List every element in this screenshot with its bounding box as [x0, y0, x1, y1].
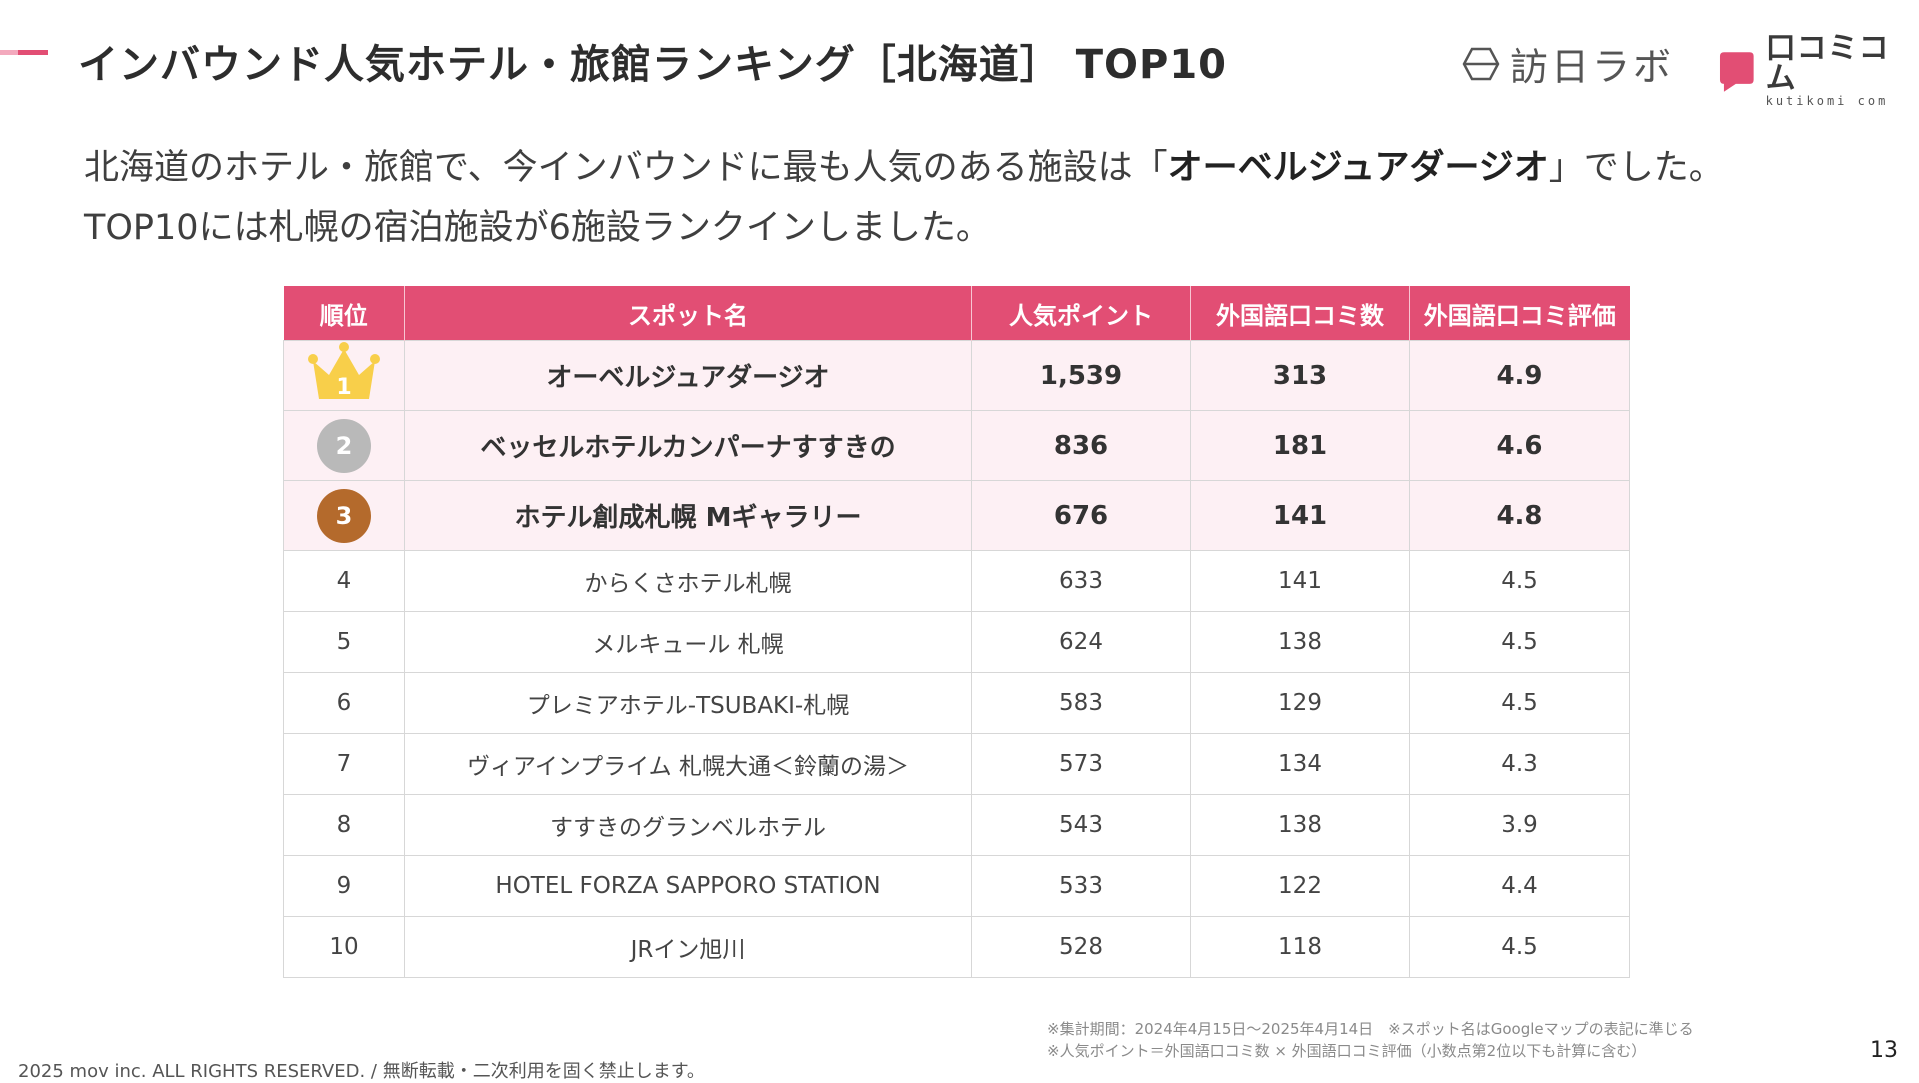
- points-cell: 533: [971, 855, 1191, 917]
- points-cell: 624: [971, 611, 1191, 673]
- table-row: 10 JRイン旭川 528 118 4.5: [283, 916, 1630, 978]
- table-row: 7 ヴィアインプライム 札幌大通＜鈴蘭の湯＞ 573 134 4.3: [283, 733, 1630, 795]
- kutikomi-logo-name: 口コミコム: [1765, 31, 1890, 96]
- page-number: 13: [1870, 1038, 1898, 1063]
- houninchi-logo-text: 訪日ラボ: [1510, 45, 1675, 89]
- rank-cell: 4: [283, 550, 405, 612]
- footnote-formula: ※人気ポイント＝外国語口コミ数 × 外国語口コミ評価（小数点第2位以下も計算に含…: [1047, 1042, 1647, 1060]
- intro-highlight-hotel: オーベルジュアダージオ: [1167, 148, 1549, 188]
- spot-name-cell: プレミアホテル-TSUBAKI-札幌: [404, 672, 972, 734]
- houninchi-logo: 訪日ラボ: [1462, 36, 1674, 91]
- points-cell: 528: [971, 916, 1191, 978]
- review-count-cell: 141: [1190, 550, 1410, 612]
- spot-name-cell: ホテル創成札幌 Mギャラリー: [404, 480, 972, 551]
- review-count-cell: 141: [1190, 480, 1410, 551]
- hexagon-logo-icon: [1462, 47, 1500, 80]
- intro-line-1-after: 」でした。: [1548, 148, 1724, 188]
- points-cell: 1,539: [971, 340, 1191, 411]
- spot-name-cell: ベッセルホテルカンパーナすすきの: [404, 410, 972, 481]
- intro-line-1-before: 北海道のホテル・旅館で、今インバウンドに最も人気のある施設は「: [84, 148, 1168, 188]
- rating-cell: 4.5: [1409, 550, 1630, 612]
- rank-cell: 1: [283, 340, 405, 411]
- rank-cell: 10: [283, 916, 405, 978]
- spot-name-cell: JRイン旭川: [404, 916, 972, 978]
- points-cell: 676: [971, 480, 1191, 551]
- table-row: 9 HOTEL FORZA SAPPORO STATION 533 122 4.…: [283, 855, 1630, 917]
- intro-line-2: TOP10には札幌の宿泊施設が6施設ランクインしました。: [84, 208, 991, 248]
- header-popularity-points: 人気ポイント: [971, 286, 1191, 341]
- review-count-cell: 129: [1190, 672, 1410, 734]
- speech-bubble-logo-icon: [1719, 52, 1754, 92]
- rating-cell: 4.4: [1409, 855, 1630, 917]
- copyright-notice: 2025 mov inc. ALL RIGHTS RESERVED. / 無断転…: [18, 1061, 705, 1082]
- ranking-table: 順位 スポット名 人気ポイント 外国語口コミ数 外国語口コミ評価 1 オーベルジ…: [283, 286, 1630, 978]
- header-foreign-review-count: 外国語口コミ数: [1190, 286, 1410, 341]
- rating-cell: 4.8: [1409, 480, 1630, 551]
- spot-name-cell: メルキュール 札幌: [404, 611, 972, 673]
- rank-cell: 5: [283, 611, 405, 673]
- spot-name-cell: すすきのグランベルホテル: [404, 794, 972, 856]
- review-count-cell: 138: [1190, 794, 1410, 856]
- table-row: 6 プレミアホテル-TSUBAKI-札幌 583 129 4.5: [283, 672, 1630, 734]
- header-spot-name: スポット名: [404, 286, 972, 341]
- footnote-period: ※集計期間：2024年4月15日〜2025年4月14日 ※スポット名はGoogl…: [1047, 1020, 1694, 1038]
- spot-name-cell: オーベルジュアダージオ: [404, 340, 972, 411]
- rank-cell: 9: [283, 855, 405, 917]
- kutikomi-logo: 口コミコム kutikomi com: [1718, 34, 1919, 108]
- table-row: 4 からくさホテル札幌 633 141 4.5: [283, 550, 1630, 612]
- title-accent-bar: [0, 50, 48, 55]
- header-rank: 順位: [283, 286, 405, 341]
- review-count-cell: 118: [1190, 916, 1410, 978]
- rank-cell: 8: [283, 794, 405, 856]
- rank-cell: 3: [283, 480, 405, 551]
- spot-name-cell: ヴィアインプライム 札幌大通＜鈴蘭の湯＞: [404, 733, 972, 795]
- review-count-cell: 138: [1190, 611, 1410, 673]
- review-count-cell: 313: [1190, 340, 1410, 411]
- rank-cell: 2: [283, 410, 405, 481]
- rating-cell: 4.5: [1409, 916, 1630, 978]
- bronze-medal-icon: 3: [317, 488, 371, 543]
- points-cell: 573: [971, 733, 1191, 795]
- points-cell: 836: [971, 410, 1191, 481]
- kutikomi-logo-subtext: kutikomi com: [1765, 94, 1889, 108]
- header-foreign-review-rating: 外国語口コミ評価: [1409, 286, 1630, 341]
- rating-cell: 4.5: [1409, 611, 1630, 673]
- intro-line-1: 北海道のホテル・旅館で、今インバウンドに最も人気のある施設は「オーベルジュアダー…: [84, 138, 1724, 198]
- review-count-cell: 134: [1190, 733, 1410, 795]
- intro-text: 北海道のホテル・旅館で、今インバウンドに最も人気のある施設は「オーベルジュアダー…: [84, 138, 1724, 258]
- rating-cell: 3.9: [1409, 794, 1630, 856]
- points-cell: 543: [971, 794, 1191, 856]
- review-count-cell: 122: [1190, 855, 1410, 917]
- rank-1-label: 1: [336, 375, 351, 400]
- points-cell: 633: [971, 550, 1191, 612]
- spot-name-cell: HOTEL FORZA SAPPORO STATION: [404, 855, 972, 917]
- review-count-cell: 181: [1190, 410, 1410, 481]
- rank-cell: 6: [283, 672, 405, 734]
- table-row: 8 すすきのグランベルホテル 543 138 3.9: [283, 794, 1630, 856]
- spot-name-cell: からくさホテル札幌: [404, 550, 972, 612]
- table-row: 2 ベッセルホテルカンパーナすすきの 836 181 4.6: [283, 410, 1630, 481]
- silver-medal-icon: 2: [317, 418, 371, 473]
- points-cell: 583: [971, 672, 1191, 734]
- page-title: インバウンド人気ホテル・旅館ランキング［北海道］ TOP10: [78, 42, 1227, 88]
- rating-cell: 4.5: [1409, 672, 1630, 734]
- table-header-row: 順位 スポット名 人気ポイント 外国語口コミ数 外国語口コミ評価: [283, 286, 1630, 341]
- rank-cell: 7: [283, 733, 405, 795]
- rating-cell: 4.9: [1409, 340, 1630, 411]
- table-row: 5 メルキュール 札幌 624 138 4.5: [283, 611, 1630, 673]
- rating-cell: 4.6: [1409, 410, 1630, 481]
- rating-cell: 4.3: [1409, 733, 1630, 795]
- table-row: 3 ホテル創成札幌 Mギャラリー 676 141 4.8: [283, 480, 1630, 551]
- gold-crown-icon: 1: [305, 341, 383, 410]
- table-row: 1 オーベルジュアダージオ 1,539 313 4.9: [283, 340, 1630, 411]
